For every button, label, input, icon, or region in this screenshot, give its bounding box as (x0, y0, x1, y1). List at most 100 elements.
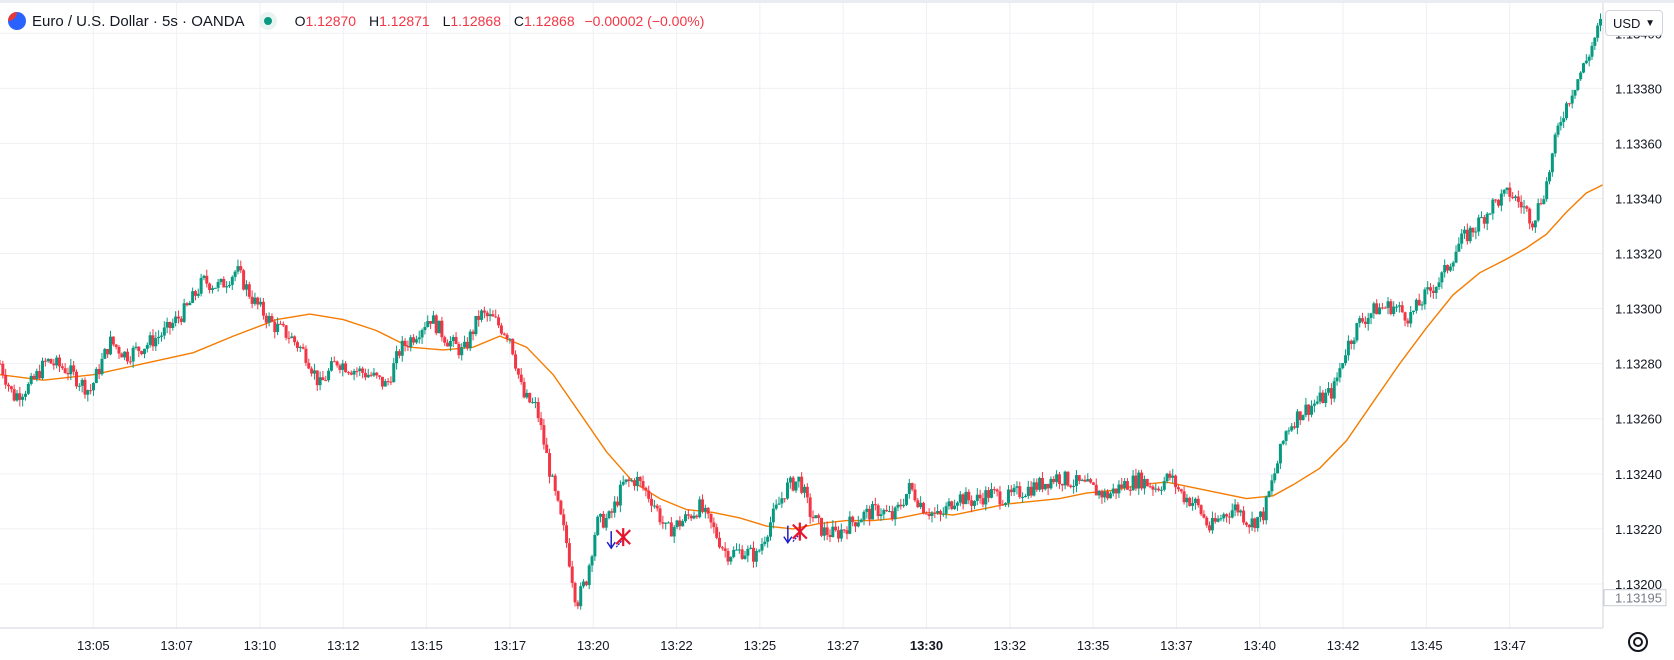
candle-body (1550, 153, 1554, 173)
candle-body (567, 543, 571, 567)
candle-body (1072, 485, 1076, 488)
candle-body (825, 527, 829, 535)
candle-body (91, 383, 95, 391)
time-tick-label: 13:47 (1493, 638, 1526, 653)
candle-body (46, 359, 50, 362)
candle-body (89, 390, 93, 392)
candle-body (1420, 304, 1424, 306)
candle-body (400, 340, 404, 356)
candle-body (794, 481, 798, 491)
candle-body (505, 334, 509, 339)
candle-body (1482, 217, 1486, 224)
time-tick-label: 13:25 (744, 638, 777, 653)
candle-body (440, 320, 444, 338)
symbol-legend: Euro / U.S. Dollar · 5s · OANDA O1.12870… (8, 10, 704, 32)
candle-body (1468, 227, 1472, 242)
candle-body (395, 351, 399, 364)
time-tick-label: 13:05 (77, 638, 110, 653)
candle-body (1542, 199, 1546, 204)
candle-body (1023, 495, 1027, 498)
candle-body (123, 351, 127, 358)
candle-body (1080, 479, 1084, 481)
candle-body (1074, 475, 1078, 486)
candle-body (1174, 475, 1178, 488)
candle-body (760, 544, 764, 551)
candle-body (902, 504, 906, 507)
candle-body (497, 317, 501, 326)
candle-body (1009, 489, 1013, 493)
candle-body (1259, 511, 1263, 517)
candle-body (1250, 518, 1254, 528)
candle-body (406, 345, 410, 348)
candle-body (380, 376, 384, 387)
time-tick-label: 13:27 (827, 638, 860, 653)
marker-cross-icon (792, 522, 808, 541)
candle-body (1091, 482, 1095, 485)
candle-body (882, 509, 886, 515)
candle-body (131, 347, 135, 362)
candle-body (579, 586, 583, 607)
candle-body (1179, 489, 1183, 492)
candle-body (1225, 514, 1229, 517)
candle-body (1055, 474, 1059, 483)
market-status-icon[interactable] (258, 12, 277, 30)
candle-body (1111, 488, 1115, 494)
candle-body (584, 581, 588, 586)
candle-body (480, 310, 484, 320)
price-tick-label: 1.13300 (1615, 302, 1662, 317)
candle-body (1057, 474, 1061, 484)
candle-body (944, 506, 948, 514)
candle-body (1176, 487, 1180, 490)
candle-body (686, 514, 690, 516)
candle-body (856, 522, 860, 527)
candle-body (74, 371, 78, 387)
candle-body (921, 502, 925, 514)
candle-body (1457, 243, 1461, 252)
symbol-title[interactable]: Euro / U.S. Dollar · 5s · OANDA (32, 12, 245, 30)
candle-body (1145, 479, 1149, 487)
candle-body (1154, 488, 1158, 490)
candle-body (641, 481, 645, 488)
currency-select[interactable]: USD ▼ (1605, 10, 1663, 36)
candle-body (848, 516, 852, 534)
time-tick-label: 13:32 (994, 638, 1027, 653)
gear-icon[interactable] (1628, 632, 1648, 652)
candle-body (69, 365, 73, 375)
candle-body (208, 283, 212, 291)
moving-average-layer (0, 184, 1604, 530)
candle-body (576, 602, 580, 607)
candle-body (859, 519, 863, 523)
candle-body (667, 522, 671, 524)
candle-body (565, 525, 569, 544)
candle-body (233, 271, 237, 277)
candle-body (723, 548, 727, 551)
price-tick-label: 1.13220 (1615, 522, 1662, 537)
candle-body (1267, 491, 1271, 497)
candle-body (1142, 479, 1146, 489)
candle-body (1108, 493, 1112, 499)
candle-body (1001, 504, 1005, 506)
close-key: C (513, 13, 524, 29)
candle-body (287, 337, 291, 339)
candle-body (1253, 518, 1257, 529)
candle-body (528, 392, 532, 403)
candle-body (732, 549, 736, 558)
candle-body (601, 513, 605, 528)
candle-body (548, 453, 552, 477)
candle-body (426, 321, 430, 327)
time-tick-label: 13:35 (1077, 638, 1110, 653)
candle-body (182, 303, 186, 322)
candle-body (485, 312, 489, 317)
candle-body (1446, 265, 1450, 271)
top-border (0, 0, 1674, 3)
candle-body (63, 368, 67, 373)
candle-body (633, 480, 637, 487)
candle-body (1434, 286, 1438, 293)
candle-body (18, 393, 22, 400)
candle-body (1193, 498, 1197, 504)
time-tick-label: 13:22 (660, 638, 693, 653)
candle-body (627, 479, 631, 482)
candle-body (556, 491, 560, 501)
candle-body (1380, 307, 1384, 309)
